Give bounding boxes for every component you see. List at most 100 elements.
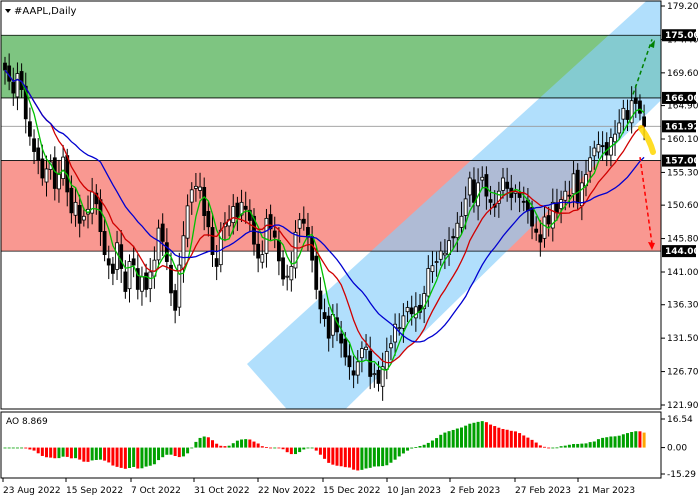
oscillator-bar — [231, 443, 235, 448]
candle — [364, 334, 368, 359]
level-badge-bg — [662, 154, 696, 167]
candle — [322, 298, 327, 327]
candle-body — [517, 192, 522, 198]
chart-title: #AAPL,Daily — [5, 6, 77, 17]
oscillator-bar — [505, 429, 509, 448]
candle — [617, 109, 622, 140]
candle — [81, 207, 86, 227]
oscillator-bar — [49, 447, 53, 458]
oscillator-bar — [144, 447, 148, 467]
oscillator-bar — [381, 447, 385, 467]
date-tick-label: 27 Feb 2023 — [515, 486, 571, 496]
candle-body — [144, 272, 149, 290]
candle-body — [94, 192, 99, 205]
candle-body — [214, 258, 219, 267]
oscillator-bar — [327, 447, 331, 463]
candle — [455, 212, 460, 253]
oscillator-bar — [161, 447, 165, 458]
candle — [256, 230, 261, 273]
candle-body — [559, 199, 563, 210]
oscillator-bar — [206, 437, 210, 448]
candle-body — [621, 107, 626, 120]
oscillator-bar — [119, 447, 123, 468]
oscillator-bar — [592, 441, 596, 448]
candle — [638, 94, 642, 121]
oscillator-bar — [78, 447, 82, 460]
oscillator-bar — [335, 447, 339, 466]
candle — [23, 72, 28, 134]
resistance-zone — [1, 35, 661, 98]
oscillator-bar — [497, 427, 501, 448]
oscillator-bar — [256, 443, 260, 448]
candle — [480, 166, 485, 188]
candle — [169, 252, 173, 307]
candle-body — [393, 323, 398, 343]
oscillator-bar — [211, 440, 214, 448]
candle — [368, 336, 373, 390]
oscillator-bar — [513, 431, 517, 448]
candle-body — [600, 145, 605, 148]
candle-body — [467, 177, 472, 196]
candle-body — [575, 169, 580, 204]
oscillator-bar — [347, 447, 351, 468]
candle — [600, 131, 605, 161]
price-tick-label: 164.90 — [667, 102, 699, 112]
oscillator-bar — [339, 447, 343, 467]
candle-body — [480, 176, 485, 181]
oscillator-bar — [493, 426, 497, 448]
oscillator-bar — [601, 437, 605, 448]
oscillator-bar — [364, 447, 368, 469]
oscillator-bar — [468, 423, 472, 448]
candle-body — [571, 173, 576, 195]
candle-body — [173, 290, 178, 311]
level-badge: 166.00 — [662, 91, 700, 104]
candle-body — [617, 122, 622, 134]
candle-body — [592, 147, 597, 157]
candle-body — [633, 97, 638, 104]
candle-body — [505, 181, 510, 189]
oscillator-bar — [447, 431, 451, 448]
oscillator-bar — [410, 447, 414, 449]
oscillator-bar — [223, 446, 227, 448]
oscillator-bar — [630, 432, 634, 448]
candle-body — [189, 189, 194, 203]
candle-body — [231, 206, 236, 224]
candle-body — [534, 228, 539, 233]
candle-body — [521, 200, 526, 203]
oscillator-bar — [45, 447, 48, 458]
oscillator-bar — [455, 428, 459, 448]
candle-body — [318, 290, 323, 310]
candle — [102, 217, 107, 262]
oscillator-bar — [306, 447, 310, 449]
oscillator-tick-label: 16.54 — [667, 415, 693, 425]
price-tick-label: 160.10 — [667, 135, 699, 145]
candle — [355, 350, 360, 384]
oscillator-bar — [439, 434, 443, 448]
oscillator-bar — [323, 447, 327, 459]
candle-body — [181, 235, 186, 269]
candle-body — [638, 100, 642, 114]
candle — [36, 138, 41, 175]
oscillator-bar — [69, 447, 73, 459]
candle-body — [148, 271, 153, 290]
candle-body — [401, 315, 406, 329]
oscillator-bar — [269, 447, 273, 449]
candle-body — [297, 219, 302, 229]
candle-body — [351, 370, 356, 376]
candle-body — [422, 293, 427, 310]
oscillator-bar — [310, 447, 314, 449]
oscillator-bar — [406, 447, 410, 451]
oscillator-bar — [277, 447, 281, 449]
date-tick-label: 22 Nov 2022 — [258, 486, 316, 496]
candle-body — [426, 268, 431, 297]
candle-body — [23, 85, 28, 120]
level-badge: 161.92 — [662, 120, 700, 132]
candle-body — [27, 121, 32, 137]
candle-body — [285, 275, 290, 278]
candle-body — [463, 198, 468, 216]
oscillator-bar — [567, 444, 571, 448]
candle-body — [596, 144, 601, 153]
candle-body — [272, 230, 277, 238]
price-tick-label: 136.30 — [667, 301, 699, 311]
oscillator-bar — [526, 437, 530, 448]
